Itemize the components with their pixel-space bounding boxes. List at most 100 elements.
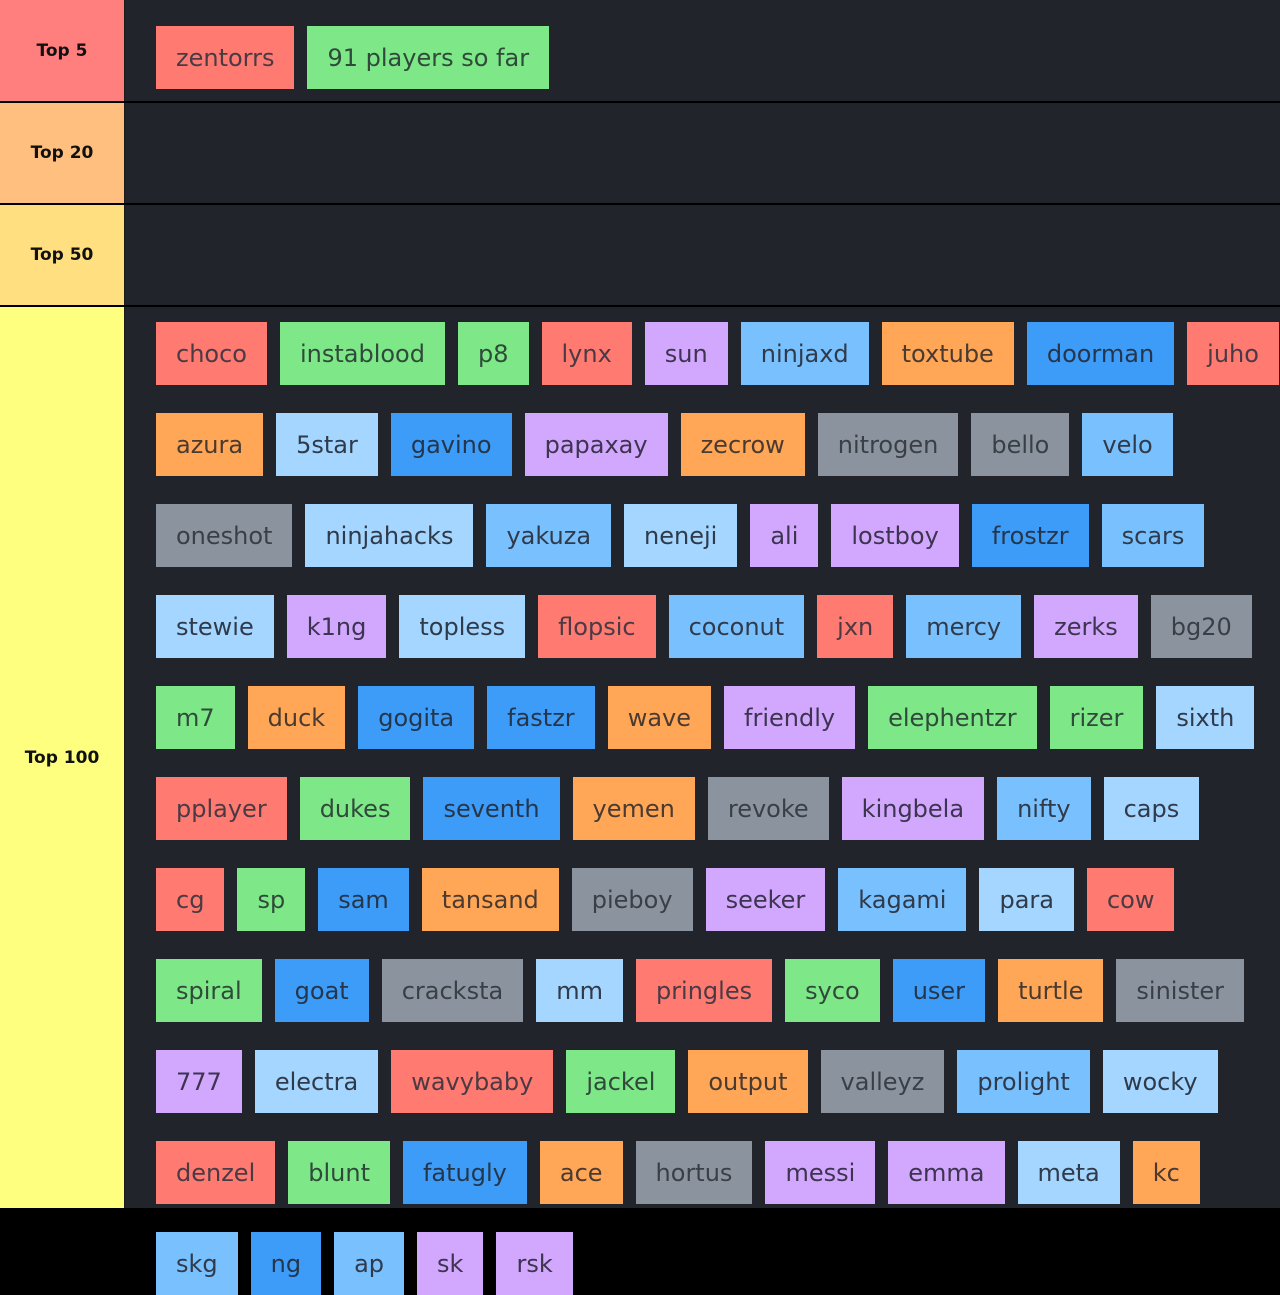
player-chip[interactable]: cracksta [381,959,524,1022]
player-chip[interactable]: gavino [390,413,512,476]
player-chip[interactable]: scars [1101,504,1205,567]
player-chip[interactable]: stewie [156,595,274,658]
tier-label-top100[interactable]: Top 100 [0,307,125,1208]
player-chip[interactable]: zerks [1034,595,1138,658]
player-chip[interactable]: m7 [156,686,235,749]
player-chip[interactable]: jackel [566,1050,676,1113]
player-chip[interactable]: goat [274,959,369,1022]
player-chip[interactable]: sk [417,1232,484,1295]
player-chip[interactable]: sun [644,322,728,385]
player-chip[interactable]: yemen [572,777,695,840]
player-chip[interactable]: 91 players so far [307,26,550,89]
player-chip[interactable]: seventh [423,777,560,840]
player-chip[interactable]: sam [318,868,409,931]
player-chip[interactable]: prolight [957,1050,1090,1113]
player-chip[interactable]: revoke [707,777,829,840]
player-chip[interactable]: dukes [299,777,411,840]
player-chip[interactable]: ali [750,504,819,567]
player-chip[interactable]: syco [785,959,880,1022]
player-chip[interactable]: 5star [276,413,378,476]
player-chip[interactable]: gogita [358,686,475,749]
player-chip[interactable]: spiral [156,959,262,1022]
player-chip[interactable]: k1ng [286,595,387,658]
player-chip[interactable]: yakuza [486,504,612,567]
player-chip[interactable]: messi [765,1141,876,1204]
player-chip[interactable]: ap [334,1232,405,1295]
player-chip[interactable]: doorman [1026,322,1175,385]
player-chip[interactable]: rsk [496,1232,573,1295]
player-chip[interactable]: rizer [1049,686,1144,749]
player-chip[interactable]: cg [156,868,225,931]
player-chip[interactable]: oneshot [156,504,293,567]
player-chip[interactable]: para [979,868,1074,931]
player-chip[interactable]: nifty [997,777,1091,840]
player-chip[interactable]: nitrogen [817,413,959,476]
player-chip[interactable]: jxn [817,595,894,658]
player-chip[interactable]: user [892,959,986,1022]
tier-label-top20[interactable]: Top 20 [0,103,125,203]
player-chip[interactable]: emma [888,1141,1005,1204]
player-chip[interactable]: zentorrs [156,26,295,89]
player-chip[interactable]: friendly [724,686,856,749]
tier-label-top50[interactable]: Top 50 [0,205,125,305]
player-chip[interactable]: papaxay [524,413,668,476]
player-chip[interactable]: cow [1086,868,1175,931]
player-chip[interactable]: denzel [156,1141,276,1204]
player-chip[interactable]: ninjaxd [740,322,869,385]
player-chip[interactable]: lynx [541,322,632,385]
player-chip[interactable]: fatugly [402,1141,527,1204]
player-chip[interactable]: sinister [1116,959,1245,1022]
player-chip[interactable]: choco [156,322,267,385]
tier-dropzone-top50[interactable] [125,205,1280,305]
player-chip[interactable]: sixth [1156,686,1255,749]
player-chip[interactable]: tansand [421,868,559,931]
player-chip[interactable]: frostzr [971,504,1089,567]
player-chip[interactable]: duck [247,686,346,749]
player-chip[interactable]: mercy [906,595,1022,658]
player-chip[interactable]: flopsic [538,595,656,658]
player-chip[interactable]: meta [1017,1141,1120,1204]
player-chip[interactable]: neneji [624,504,738,567]
player-chip[interactable]: p8 [457,322,529,385]
player-chip[interactable]: bello [971,413,1070,476]
player-chip[interactable]: ninjahacks [305,504,474,567]
player-chip[interactable]: mm [536,959,623,1022]
player-chip[interactable]: bg20 [1150,595,1252,658]
player-chip[interactable]: zecrow [680,413,805,476]
player-chip[interactable]: kingbela [841,777,985,840]
tier-dropzone-top5[interactable]: zentorrs 91 players so far [125,0,1280,101]
player-chip[interactable]: sp [237,868,306,931]
player-chip[interactable]: electra [254,1050,379,1113]
player-chip[interactable]: toxtube [881,322,1014,385]
tier-dropzone-top20[interactable] [125,103,1280,203]
player-chip[interactable]: instablood [279,322,445,385]
player-chip[interactable]: valleyz [820,1050,945,1113]
player-chip[interactable]: ng [250,1232,322,1295]
player-chip[interactable]: hortus [635,1141,753,1204]
player-chip[interactable]: turtle [998,959,1104,1022]
player-chip[interactable]: juho [1187,322,1279,385]
player-chip[interactable]: fastzr [487,686,595,749]
player-chip[interactable]: output [688,1050,808,1113]
player-chip[interactable]: wave [607,686,711,749]
player-chip[interactable]: wocky [1102,1050,1218,1113]
player-chip[interactable]: skg [156,1232,238,1295]
player-chip[interactable]: elephentzr [868,686,1037,749]
player-chip[interactable]: 777 [156,1050,242,1113]
player-chip[interactable]: kagami [838,868,967,931]
player-chip[interactable]: ace [539,1141,623,1204]
player-chip[interactable]: lostboy [831,504,959,567]
tier-dropzone-top100[interactable]: choco instablood p8 lynx sun ninjaxd toxtube do… [125,307,1280,1295]
player-chip[interactable]: pringles [635,959,773,1022]
player-chip[interactable]: seeker [705,868,826,931]
player-chip[interactable]: blunt [288,1141,390,1204]
player-chip[interactable]: velo [1082,413,1173,476]
player-chip[interactable]: caps [1103,777,1200,840]
player-chip[interactable]: kc [1132,1141,1200,1204]
player-chip[interactable]: coconut [668,595,805,658]
player-chip[interactable]: pplayer [156,777,287,840]
player-chip[interactable]: wavybaby [391,1050,554,1113]
player-chip[interactable]: azura [156,413,264,476]
player-chip[interactable]: topless [399,595,526,658]
player-chip[interactable]: pieboy [571,868,693,931]
